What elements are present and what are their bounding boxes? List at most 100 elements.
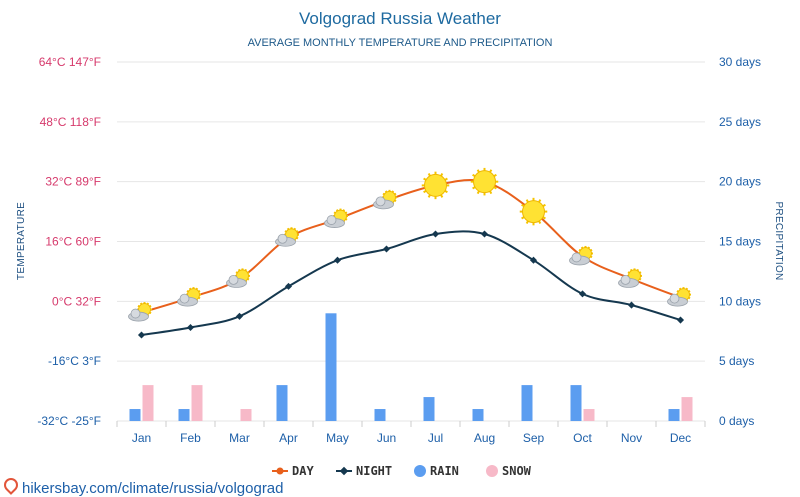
night-point (676, 316, 685, 324)
sun-icon (470, 167, 499, 196)
partly-cloudy-icon (373, 189, 397, 210)
rain-bar (570, 385, 582, 421)
partly-cloudy-icon (667, 287, 691, 307)
partly-cloudy-icon (569, 245, 593, 266)
x-tick-label: Jul (428, 431, 443, 445)
x-tick-label: Sep (523, 431, 545, 445)
night-point (235, 312, 244, 320)
grid-lines (116, 61, 706, 427)
chart-title: Volgograd Russia Weather (299, 9, 501, 28)
partly-cloudy-icon (618, 268, 642, 288)
right-tick-label: 10 days (719, 294, 761, 308)
night-point (431, 230, 440, 238)
snow-bar (583, 409, 595, 421)
rain-bar (472, 409, 484, 421)
partly-cloudy-icon (226, 268, 250, 288)
partly-cloudy-icon (177, 287, 201, 307)
partly-cloudy-icon (275, 227, 299, 247)
sun-icon (421, 171, 450, 200)
right-tick-label: 5 days (719, 354, 754, 368)
x-tick-label: Nov (621, 431, 642, 445)
night-point (186, 323, 195, 332)
legend: DAY NIGHT RAIN SNOW (272, 464, 532, 478)
cloud-puff (620, 274, 631, 285)
left-tick-label: 48°C 118°F (40, 115, 101, 129)
legend-label: SNOW (502, 464, 532, 478)
night-temperature-line (141, 230, 681, 336)
cloud-puff (228, 274, 239, 285)
left-tick-label: -32°C -25°F (37, 414, 101, 428)
cloud-puff (130, 308, 141, 319)
snow-bar (191, 385, 203, 421)
right-tick-label: 30 days (719, 55, 761, 69)
legend-item-snow: SNOW (486, 464, 532, 478)
x-tick-label: Dec (670, 431, 691, 445)
rain-bar (521, 385, 533, 421)
sun-disc (424, 173, 447, 197)
night-point (137, 331, 146, 339)
weather-icons (128, 167, 691, 322)
night-point (382, 245, 391, 253)
day-temperature-line (141, 178, 681, 314)
source-footer[interactable]: hikersbay.com/climate/russia/volgograd (1, 475, 284, 497)
x-tick-label: Feb (180, 431, 201, 445)
sun-icon (519, 197, 548, 226)
night-point (627, 301, 636, 309)
right-tick-label: 15 days (719, 235, 761, 249)
partly-cloudy-icon (128, 302, 152, 322)
rain-bar (129, 409, 141, 421)
night-point (480, 230, 489, 238)
x-tick-label: Apr (279, 431, 298, 445)
right-tick-label: 25 days (719, 115, 761, 129)
cloud-puff (179, 293, 190, 304)
night-point (284, 282, 293, 290)
snow-bar (240, 409, 252, 421)
partly-cloudy-icon (324, 208, 348, 228)
x-tick-label: Oct (573, 431, 592, 445)
left-tick-label: -16°C 3°F (48, 354, 101, 368)
night-point (578, 290, 587, 298)
sun-disc (473, 170, 496, 194)
cloud-puff (375, 196, 386, 207)
legend-item-day: DAY (272, 464, 314, 478)
right-tick-label: 20 days (719, 175, 761, 189)
legend-label: DAY (292, 464, 314, 478)
snow-bar (142, 385, 154, 421)
left-tick-label: 64°C 147°F (39, 55, 101, 69)
temperature-lines (137, 178, 685, 339)
cloud-puff (326, 215, 337, 225)
x-tick-label: Mar (229, 431, 250, 445)
rain-bar (276, 385, 288, 421)
source-url[interactable]: hikersbay.com/climate/russia/volgograd (22, 480, 284, 497)
legend-night-marker (339, 466, 349, 476)
right-axis-title: PRECIPITATION (773, 201, 784, 280)
legend-rain-marker (414, 465, 426, 477)
rain-bar (178, 409, 190, 421)
rain-bar (374, 409, 386, 421)
legend-item-night: NIGHT (336, 464, 392, 478)
night-point (529, 256, 538, 264)
left-tick-label: 0°C 32°F (52, 294, 101, 308)
cloud-puff (669, 293, 680, 304)
legend-day-marker (276, 467, 284, 475)
legend-label: NIGHT (356, 464, 392, 478)
legend-snow-marker (486, 465, 498, 477)
x-tick-label: Jun (377, 431, 396, 445)
axis-ticks: 64°C 147°F 48°C 118°F 32°C 89°F 16°C 60°F 0°… (37, 55, 761, 445)
left-tick-label: 16°C 60°F (45, 235, 101, 249)
left-tick-label: 32°C 89°F (45, 175, 101, 189)
location-pin-icon (1, 475, 21, 495)
cloud-puff (571, 252, 582, 263)
sun-disc (522, 200, 545, 224)
snow-bar (681, 397, 693, 421)
chart-subtitle: AVERAGE MONTHLY TEMPERATURE AND PRECIPIT… (248, 37, 553, 49)
night-point (333, 256, 342, 264)
left-axis-title: TEMPERATURE (16, 202, 27, 280)
rain-bar (325, 313, 337, 421)
x-tick-label: May (326, 431, 349, 445)
right-tick-label: 0 days (719, 414, 754, 428)
legend-item-rain: RAIN (414, 464, 459, 478)
rain-bar (668, 409, 680, 421)
cloud-puff (277, 233, 288, 244)
